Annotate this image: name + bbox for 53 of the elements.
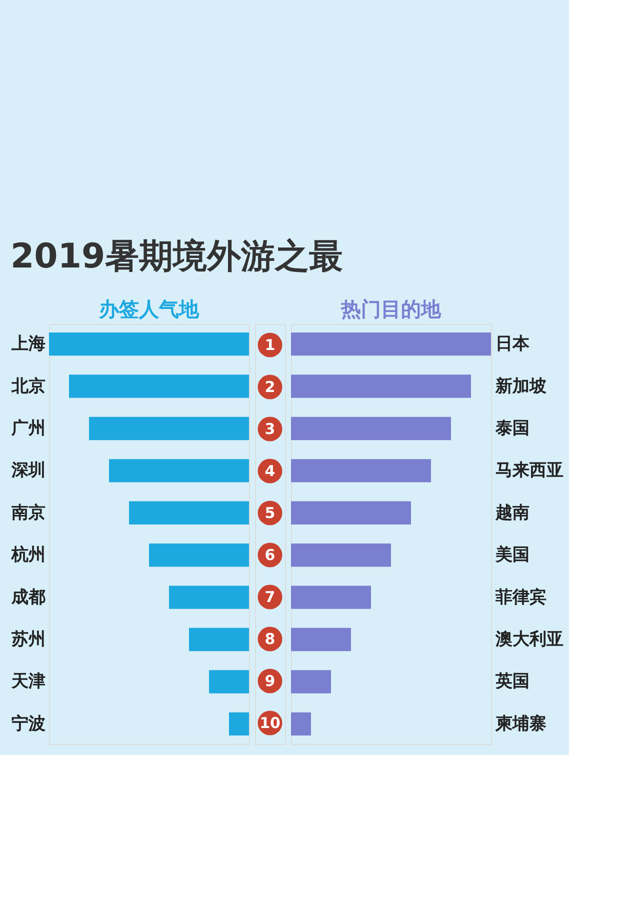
y-tick-label: 新加坡: [494, 376, 548, 396]
y-tick-label: 泰国: [494, 418, 530, 438]
bar: [291, 501, 411, 525]
chart-title: 2019暑期境外游之最: [10, 236, 344, 276]
y-tick-label: 越南: [494, 502, 530, 523]
bar: [89, 416, 249, 440]
bar: [69, 374, 249, 398]
bar: [189, 628, 249, 652]
bar: [291, 332, 491, 356]
text: 6: [264, 546, 276, 564]
chart-subtitle: 热门目的地: [340, 297, 442, 321]
text: 4: [264, 462, 276, 480]
y-tick-label: 日本: [496, 334, 530, 354]
bar: [49, 332, 249, 356]
bar: [109, 459, 249, 482]
bar: [291, 712, 311, 736]
bar: [229, 712, 249, 736]
bar: [291, 374, 471, 398]
y-tick-label: 北京: [10, 376, 46, 396]
y-tick-label: 苏州: [10, 630, 46, 650]
y-tick-label: 南京: [10, 502, 46, 523]
y-tick-label: 澳大利亚: [494, 630, 564, 650]
bar: [291, 543, 391, 567]
y-tick-label: 英国: [494, 672, 530, 692]
bar: [291, 416, 451, 440]
text: 9: [264, 672, 276, 690]
y-tick-label: 宁波: [12, 714, 46, 734]
y-tick-label: 杭州: [10, 545, 46, 566]
y-tick-label: 成都: [10, 587, 46, 608]
bar: [169, 586, 249, 609]
chart-subtitle: 办签人气地: [98, 297, 200, 321]
y-tick-label: 广州: [10, 418, 46, 438]
bar: [291, 459, 431, 482]
y-tick-label: 柬埔寨: [494, 714, 546, 734]
text: 10: [260, 714, 280, 732]
bar: [129, 501, 249, 525]
y-tick-label: 上海: [10, 334, 46, 354]
text: 5: [264, 504, 276, 522]
bar: [291, 628, 351, 652]
y-tick-label: 美国: [494, 545, 530, 566]
text: 7: [264, 588, 276, 606]
text: 2: [264, 378, 276, 396]
text: 1: [264, 336, 276, 354]
bar: [149, 543, 249, 567]
bar: [291, 670, 331, 694]
y-tick-label: 菲律宾: [494, 587, 546, 608]
y-tick-label: 天津: [10, 672, 46, 692]
bar: [291, 586, 371, 609]
text: 8: [264, 630, 276, 648]
y-tick-label: 马来西亚: [496, 460, 564, 481]
text: 3: [264, 420, 276, 438]
y-tick-label: 深圳: [10, 460, 46, 481]
bar: [209, 670, 249, 694]
